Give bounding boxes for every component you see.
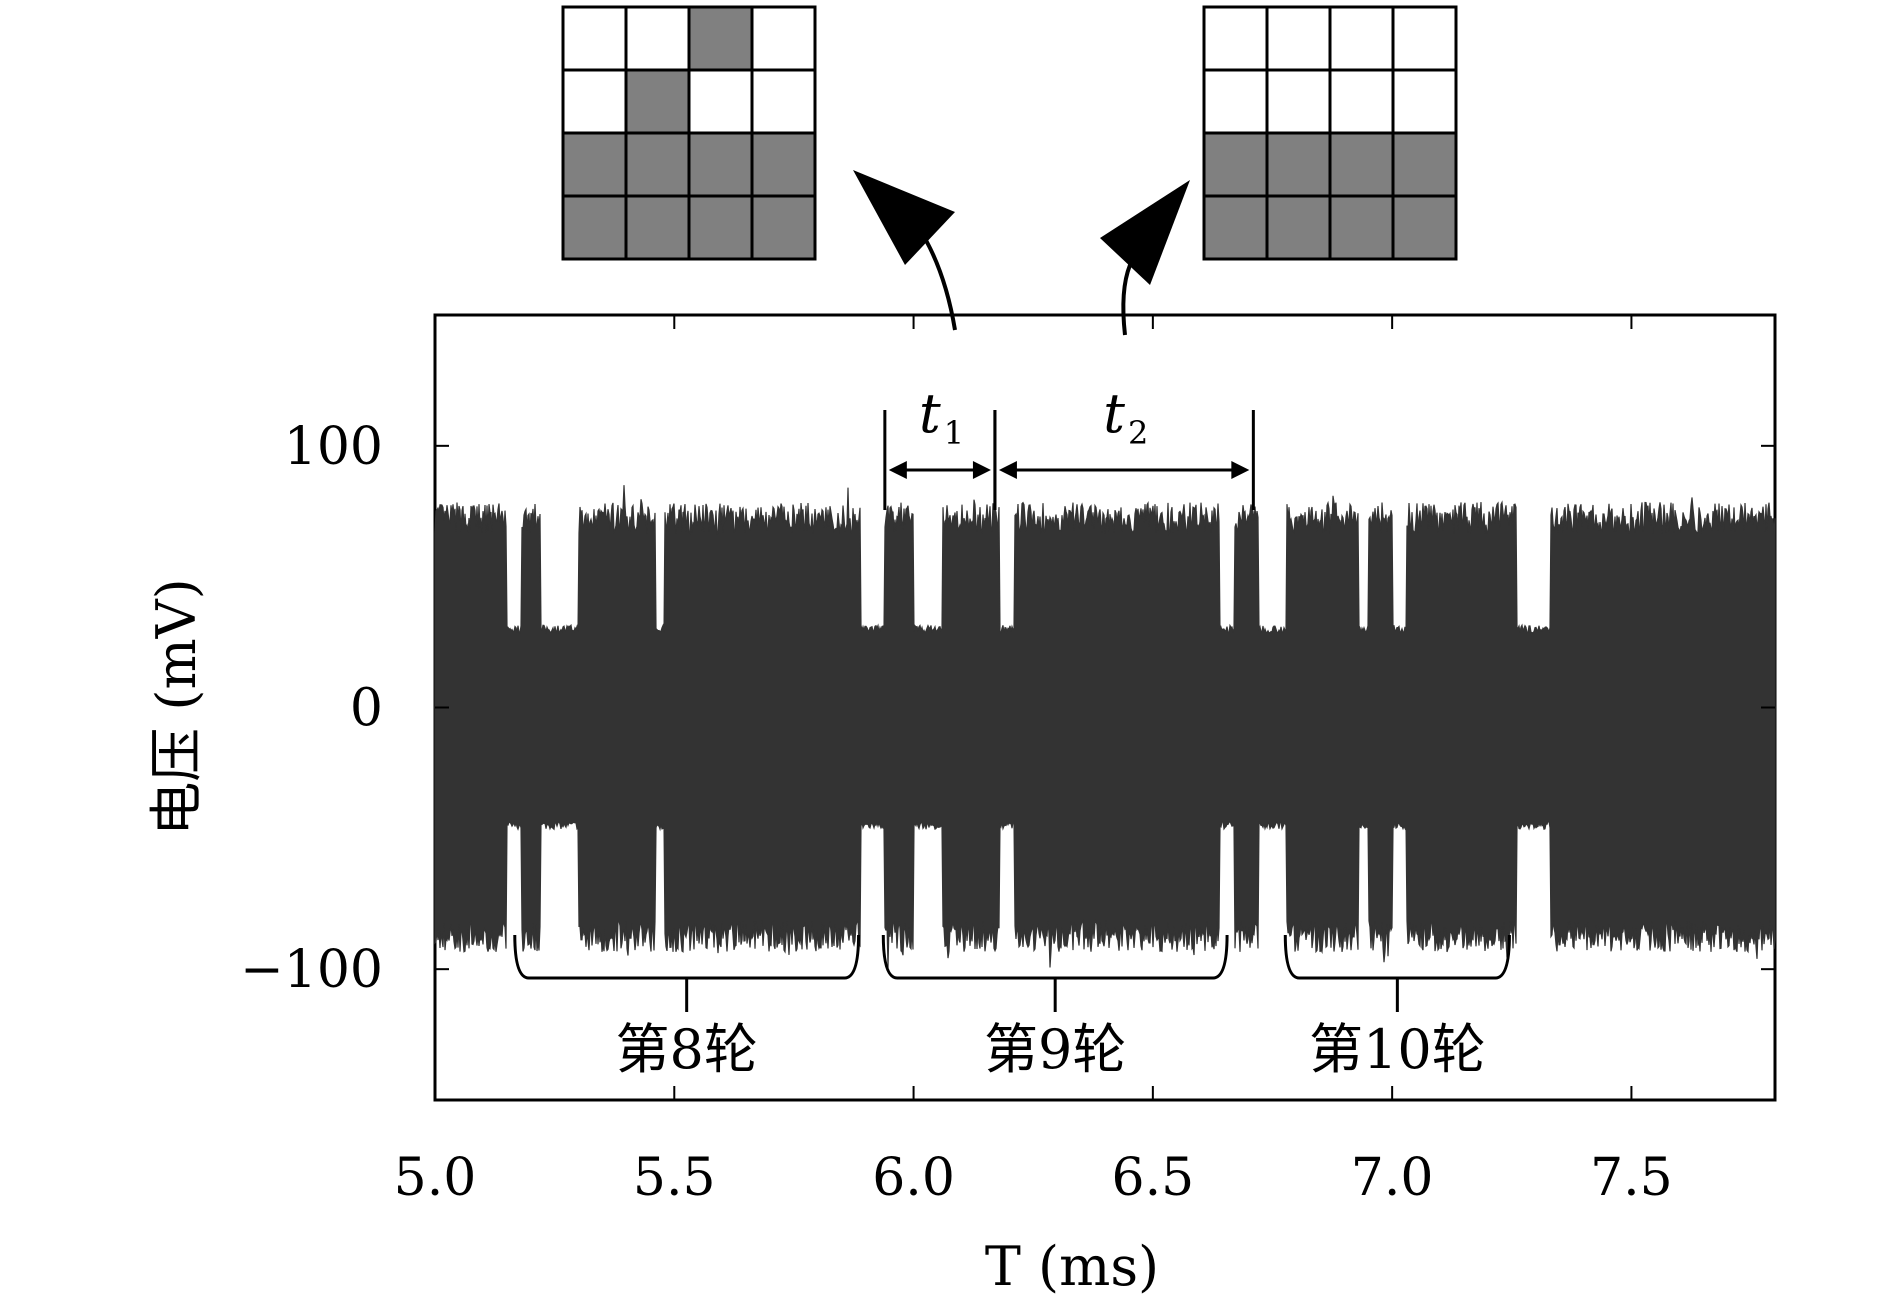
t1-arrowhead-right bbox=[972, 461, 991, 479]
t1-arrowhead-left bbox=[888, 461, 907, 479]
y-tick-label: −100 bbox=[240, 940, 383, 1000]
right-inset-cell bbox=[1202, 131, 1269, 198]
left-inset-cell bbox=[561, 131, 628, 198]
right-arrowhead bbox=[1100, 180, 1190, 285]
t1-subscript: 1 bbox=[944, 414, 964, 452]
right-inset-cell bbox=[1391, 68, 1458, 135]
right-inset-cell bbox=[1328, 194, 1395, 261]
right-inset-cell bbox=[1202, 5, 1269, 72]
right-inset-cell bbox=[1202, 68, 1269, 135]
right-inset-cell bbox=[1265, 131, 1332, 198]
right-inset-cell bbox=[1328, 68, 1395, 135]
right-inset-cell bbox=[1265, 5, 1332, 72]
y-tick-label: 100 bbox=[284, 417, 383, 477]
left-inset-cell bbox=[687, 5, 754, 72]
right-inset-cell bbox=[1328, 5, 1395, 72]
round-label: 第10轮 bbox=[1309, 1018, 1486, 1081]
t2-subscript: 2 bbox=[1128, 414, 1148, 452]
right-inset-cell bbox=[1202, 194, 1269, 261]
left-inset-cell bbox=[561, 68, 628, 135]
left-inset-cell bbox=[750, 194, 817, 261]
left-inset-cell bbox=[624, 131, 691, 198]
left-inset-cell bbox=[687, 68, 754, 135]
t2-label: t bbox=[1103, 382, 1125, 445]
x-tick-label: 5.0 bbox=[394, 1148, 477, 1208]
axis-ticks: 5.0 5.5 6.0 6.5 7.0 7.5 100 0 −100 bbox=[240, 315, 1775, 1208]
left-inset-cell bbox=[750, 131, 817, 198]
y-axis-label: 电压 (mV) bbox=[145, 578, 208, 836]
right-inset-cell bbox=[1391, 131, 1458, 198]
right-inset-cell bbox=[1328, 131, 1395, 198]
left-inset-cell bbox=[687, 131, 754, 198]
round-label: 第9轮 bbox=[984, 1018, 1126, 1081]
t2-arrowhead-left bbox=[998, 461, 1017, 479]
right-inset-cell bbox=[1391, 5, 1458, 72]
x-axis-label: T (ms) bbox=[985, 1235, 1159, 1298]
signal-trace bbox=[434, 485, 1776, 969]
right-inset-cell bbox=[1391, 194, 1458, 261]
left-inset-cell bbox=[624, 5, 691, 72]
left-inset-cell bbox=[687, 194, 754, 261]
insets bbox=[561, 5, 1458, 336]
t2-arrowhead-right bbox=[1231, 461, 1250, 479]
left-inset-cell bbox=[624, 68, 691, 135]
left-inset-cell bbox=[624, 194, 691, 261]
signal-envelope bbox=[434, 485, 1776, 969]
x-tick-label: 6.0 bbox=[872, 1148, 955, 1208]
left-inset-cell bbox=[561, 5, 628, 72]
x-tick-label: 7.0 bbox=[1351, 1148, 1434, 1208]
x-tick-label: 5.5 bbox=[633, 1148, 716, 1208]
y-tick-label: 0 bbox=[350, 679, 383, 739]
left-inset-cell bbox=[561, 194, 628, 261]
x-tick-label: 6.5 bbox=[1112, 1148, 1195, 1208]
left-inset-cell bbox=[750, 68, 817, 135]
round-label: 第8轮 bbox=[615, 1018, 757, 1081]
right-curved-arrow bbox=[1121, 264, 1132, 336]
left-arrowhead bbox=[853, 170, 955, 265]
x-tick-label: 7.5 bbox=[1590, 1148, 1673, 1208]
right-inset-cell bbox=[1265, 194, 1332, 261]
t1-label: t bbox=[919, 382, 941, 445]
left-inset-cell bbox=[750, 5, 817, 72]
right-inset-cell bbox=[1265, 68, 1332, 135]
